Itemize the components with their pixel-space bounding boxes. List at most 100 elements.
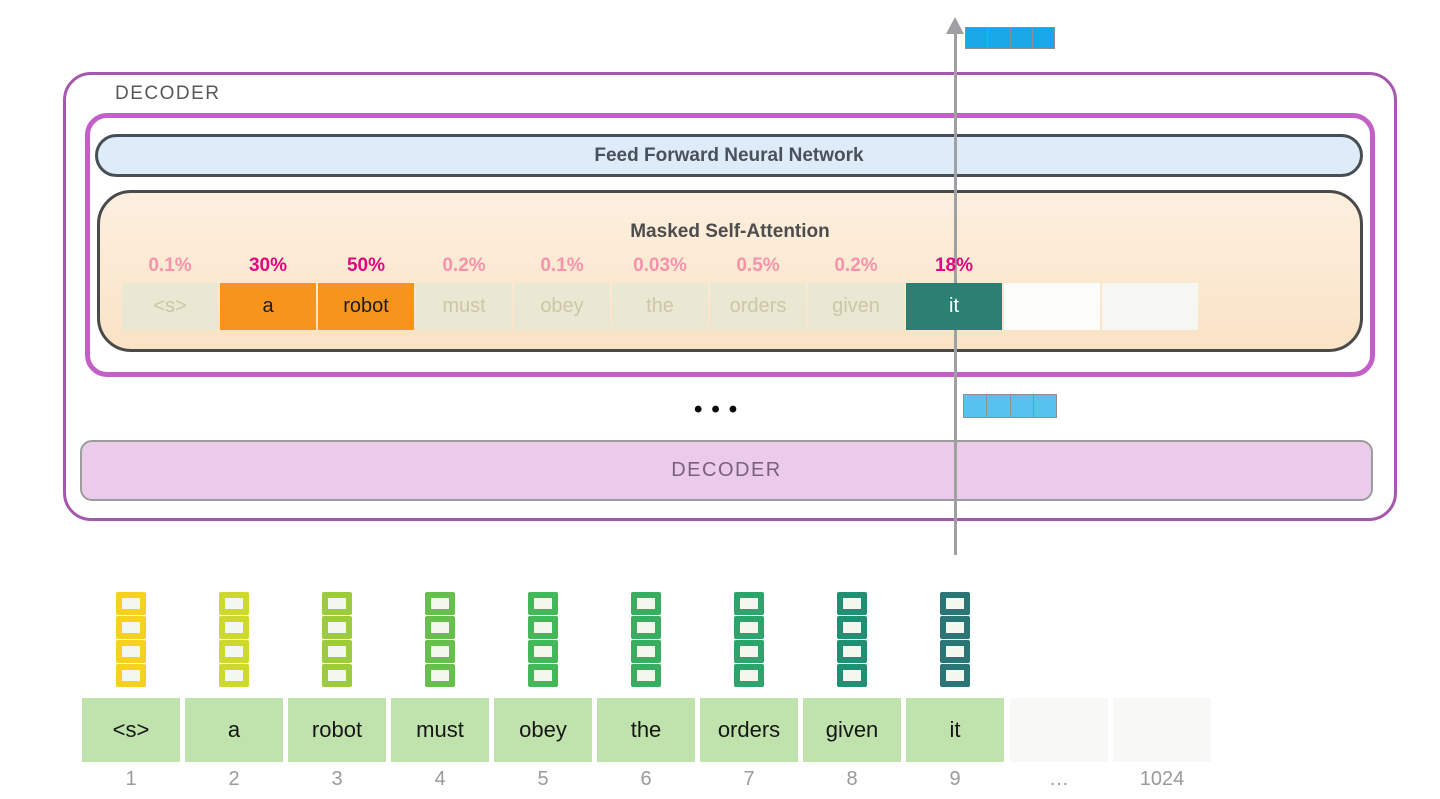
output-vector <box>965 27 1055 49</box>
vector-cell <box>987 395 1011 417</box>
embedding-cell <box>219 592 249 615</box>
embedding-cell <box>116 640 146 663</box>
embedding-cell <box>631 640 661 663</box>
attention-token: given <box>808 283 904 330</box>
lower-decoder-bar: DECODER <box>80 440 1373 501</box>
embedding-cell <box>116 592 146 615</box>
embedding-cell <box>425 592 455 615</box>
embedding-cell <box>528 640 558 663</box>
embedding-vector <box>219 592 249 687</box>
embedding-cell <box>631 664 661 687</box>
attention-token-empty <box>1004 283 1100 330</box>
input-token: robot <box>288 698 386 762</box>
vector-cell <box>1034 395 1056 417</box>
embedding-cell <box>734 664 764 687</box>
attention-prob: 0.1% <box>540 255 584 276</box>
embedding-cell <box>734 640 764 663</box>
embedding-vector <box>940 592 970 687</box>
attention-prob: 0.03% <box>633 255 687 276</box>
input-token: obey <box>494 698 592 762</box>
embedding-cell <box>837 592 867 615</box>
attention-token: <s> <box>122 283 218 330</box>
embedding-cell <box>219 616 249 639</box>
position-index-max: 1024 <box>1139 768 1185 790</box>
embedding-vector <box>116 592 146 687</box>
input-token: given <box>803 698 901 762</box>
embedding-cell <box>322 664 352 687</box>
embedding-cell <box>425 664 455 687</box>
vector-cell <box>964 395 988 417</box>
embedding-cell <box>631 592 661 615</box>
embedding-cell <box>425 616 455 639</box>
attention-prob: 50% <box>346 255 386 276</box>
attention-token: orders <box>710 283 806 330</box>
attention-token: the <box>612 283 708 330</box>
vector-cell <box>1011 28 1033 48</box>
attention-token: obey <box>514 283 610 330</box>
position-index: 4 <box>434 768 446 790</box>
attention-prob: 0.2% <box>442 255 486 276</box>
vector-cell <box>1011 395 1034 417</box>
decoder-layer-outline <box>85 113 1375 377</box>
embedding-vector <box>837 592 867 687</box>
output-arrow-head-icon <box>946 17 964 34</box>
embedding-vector <box>734 592 764 687</box>
embedding-cell <box>528 664 558 687</box>
feed-forward-label: Feed Forward Neural Network <box>594 144 864 166</box>
input-token: <s> <box>82 698 180 762</box>
embedding-cell <box>940 664 970 687</box>
vector-cell <box>966 28 989 48</box>
embedding-vector <box>631 592 661 687</box>
input-token: must <box>391 698 489 762</box>
position-index-ellipsis: … <box>1049 768 1069 790</box>
position-index: 3 <box>331 768 343 790</box>
embedding-cell <box>322 592 352 615</box>
position-index: 8 <box>846 768 858 790</box>
embedding-cell <box>940 592 970 615</box>
embedding-cell <box>940 616 970 639</box>
lower-decoder-label: DECODER <box>671 459 782 481</box>
position-index: 6 <box>640 768 652 790</box>
input-token: it <box>906 698 1004 762</box>
embedding-cell <box>837 616 867 639</box>
embedding-cell <box>837 640 867 663</box>
embedding-cell <box>940 640 970 663</box>
input-token: the <box>597 698 695 762</box>
attention-prob: 18% <box>934 255 974 276</box>
position-index: 2 <box>228 768 240 790</box>
embedding-cell <box>528 616 558 639</box>
attention-token: robot <box>318 283 414 330</box>
attention-prob: 0.1% <box>148 255 192 276</box>
attention-token-empty <box>1102 283 1198 330</box>
masked-self-attention-title: Masked Self-Attention <box>630 221 830 242</box>
attention-prob: 0.2% <box>834 255 878 276</box>
input-token: orders <box>700 698 798 762</box>
embedding-cell <box>116 616 146 639</box>
embedding-cell <box>734 616 764 639</box>
input-token: a <box>185 698 283 762</box>
hidden-state-vector <box>963 394 1057 418</box>
feed-forward-bar: Feed Forward Neural Network <box>95 134 1363 177</box>
embedding-cell <box>837 664 867 687</box>
embedding-cell <box>219 664 249 687</box>
embedding-vector <box>425 592 455 687</box>
position-index: 7 <box>743 768 755 790</box>
attention-prob: 30% <box>248 255 288 276</box>
embedding-vector <box>322 592 352 687</box>
vector-cell <box>1033 28 1054 48</box>
embedding-cell <box>219 640 249 663</box>
embedding-cell <box>528 592 558 615</box>
position-index: 1 <box>125 768 137 790</box>
input-token-empty <box>1010 698 1108 762</box>
decoder-block-label: DECODER <box>115 83 221 104</box>
attention-token-current: it <box>906 283 1002 330</box>
position-index: 9 <box>949 768 961 790</box>
position-index: 5 <box>537 768 549 790</box>
embedding-cell <box>734 592 764 615</box>
embedding-cell <box>425 640 455 663</box>
embedding-cell <box>116 664 146 687</box>
input-token-empty <box>1113 698 1211 762</box>
attention-token: a <box>220 283 316 330</box>
attention-token: must <box>416 283 512 330</box>
